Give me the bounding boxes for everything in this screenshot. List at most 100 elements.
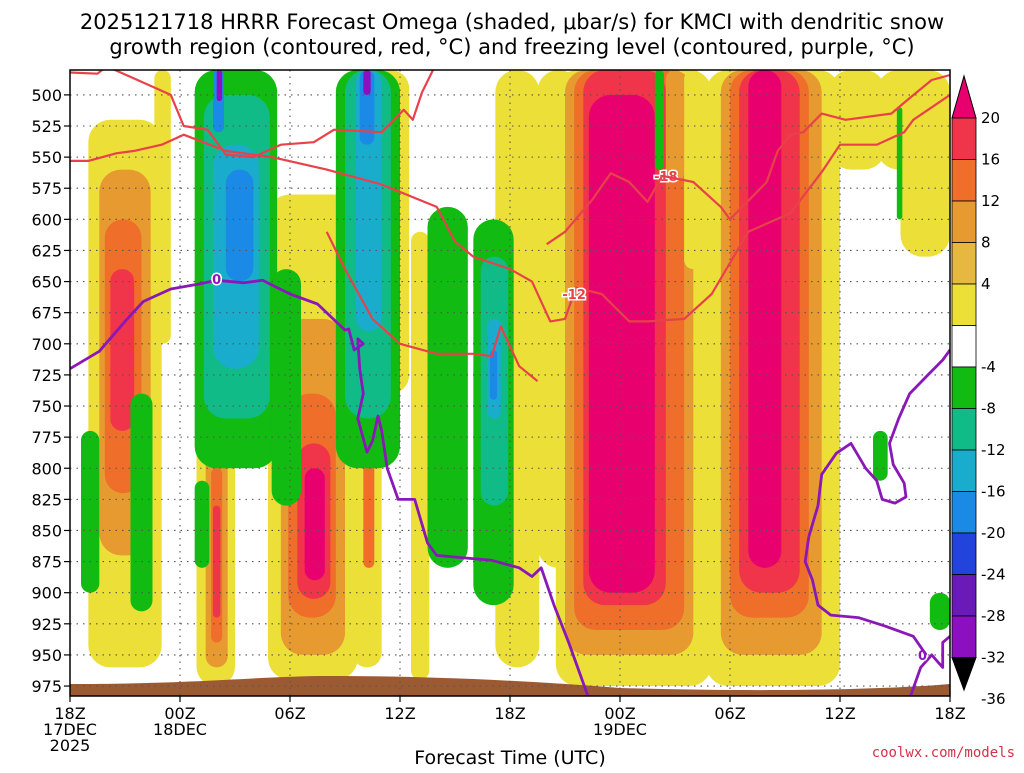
chart-title-line2: growth region (contoured, red, °C) and f… <box>109 35 914 59</box>
y-tick-label-500: 500 <box>31 86 62 105</box>
colorbar-swatch-0 <box>951 117 977 160</box>
omega-cell-49 <box>363 70 371 95</box>
colorbar-swatch-12 <box>951 615 977 658</box>
colorbar-label-13: -36 <box>981 690 1006 708</box>
contour-dgz-bottom-2 <box>325 231 539 382</box>
colorbar-swatch-2 <box>951 200 977 243</box>
y-tick-label-675: 675 <box>31 304 62 323</box>
y-axis: 500 525 550 575 600 625 650 675 700 725 750 775 800 8… <box>31 86 70 696</box>
y-tick-label-825: 825 <box>31 490 62 509</box>
contour-dgz-top-2 <box>546 73 950 246</box>
colorbar-label-10: -24 <box>981 566 1006 584</box>
y-tick-label-600: 600 <box>31 210 62 229</box>
colorbar-swatch-6 <box>951 366 977 409</box>
omega-cell-24 <box>588 94 655 593</box>
omega-cell-13 <box>304 468 325 581</box>
grid-lines <box>70 70 950 696</box>
y-tick-label-700: 700 <box>31 335 62 354</box>
colorbar-label-8: -16 <box>981 483 1006 501</box>
colorbar: 20 16 12 8 4 -4 -8 -12 -16 -20 -24 -28 -32 -36 <box>951 74 1006 708</box>
omega-cell-56 <box>896 107 903 220</box>
omega-cell-31 <box>748 70 782 568</box>
omega-cell-26 <box>684 70 703 270</box>
y-tick-label-725: 725 <box>31 366 62 385</box>
x-tick-label-48-0: 18Z <box>934 704 965 723</box>
omega-cell-35 <box>81 430 100 593</box>
colorbar-swatch-10 <box>951 532 977 575</box>
omega-cell-37 <box>194 480 210 568</box>
colorbar-label-7: -12 <box>981 441 1006 459</box>
y-tick-label-900: 900 <box>31 584 62 603</box>
omega-cell-8 <box>213 505 221 618</box>
contour-freezing-level <box>70 278 590 696</box>
y-tick-label-950: 950 <box>31 646 62 665</box>
omega-cell-17 <box>411 231 430 680</box>
colorbar-swatch-9 <box>951 491 977 534</box>
colorbar-label-9: -20 <box>981 524 1006 542</box>
colorbar-swatch-1 <box>951 159 977 202</box>
contour-dgz-top <box>70 70 434 159</box>
x-tick-label-6-0: 00Z <box>164 704 195 723</box>
y-tick-label-850: 850 <box>31 521 62 540</box>
omega-cell-58 <box>929 592 950 631</box>
x-tick-label-0-2: 2025 <box>50 736 91 755</box>
y-tick-label-650: 650 <box>31 273 62 292</box>
contour-freezing-level-4 <box>803 536 928 656</box>
omega-cell-34 <box>900 70 950 257</box>
omega-cell-44 <box>271 269 301 506</box>
omega-cell-50 <box>427 206 468 568</box>
x-tick-label-24-0: 18Z <box>494 704 525 723</box>
omega-shading <box>81 70 950 687</box>
colorbar-label-5: -4 <box>981 358 996 376</box>
x-tick-label-30-1: 19DEC <box>593 720 647 739</box>
colorbar-swatch-11 <box>951 574 977 617</box>
x-tick-label-42-0: 12Z <box>824 704 855 723</box>
colorbar-label-6: -8 <box>981 400 996 418</box>
contour-dgz-bottom <box>70 93 950 323</box>
colorbar-label-1: 16 <box>981 151 1000 169</box>
y-tick-label-550: 550 <box>31 148 62 167</box>
omega-cell-15 <box>363 455 375 568</box>
y-tick-label-775: 775 <box>31 428 62 447</box>
omega-cell-4 <box>154 70 171 344</box>
x-tick-label-0-0: 18Z <box>54 704 85 723</box>
omega-cell-3 <box>110 269 135 431</box>
colorbar-label-0: 20 <box>981 109 1000 127</box>
omega-cell-36 <box>130 393 153 612</box>
omega-cell-55 <box>654 70 664 170</box>
x-tick-label-30-0: 00Z <box>604 704 635 723</box>
y-tick-label-975: 975 <box>31 677 62 696</box>
omega-cell-43 <box>216 70 223 102</box>
contour-label-dgz-bottom: -12 <box>562 288 586 303</box>
omega-cell-41 <box>225 169 254 282</box>
colorbar-bottom-arrow <box>951 657 977 692</box>
contour-freezing-level-3 <box>807 349 950 538</box>
colorbar-swatch-5 <box>951 325 977 368</box>
omega-cell-57 <box>873 430 888 481</box>
colorbar-label-3: 8 <box>981 234 991 252</box>
colorbar-label-2: 12 <box>981 192 1000 210</box>
credit-text: coolwx.com/models <box>872 745 1015 761</box>
contour-label-freezing-level: 0 <box>212 273 221 288</box>
colorbar-swatch-4 <box>951 283 977 326</box>
chart-title-line1: 2025121718 HRRR Forecast Omega (shaded, … <box>80 10 944 34</box>
y-tick-label-875: 875 <box>31 553 62 572</box>
colorbar-swatch-8 <box>951 449 977 492</box>
y-tick-label-925: 925 <box>31 615 62 634</box>
y-tick-label-800: 800 <box>31 459 62 478</box>
y-tick-label-750: 750 <box>31 397 62 416</box>
colorbar-label-4: 4 <box>981 275 991 293</box>
y-tick-label-525: 525 <box>31 117 62 136</box>
y-tick-label-625: 625 <box>31 241 62 260</box>
x-axis-label: Forecast Time (UTC) <box>414 747 605 768</box>
colorbar-label-11: -28 <box>981 607 1006 625</box>
x-tick-label-18-0: 12Z <box>384 704 415 723</box>
x-tick-label-36-0: 06Z <box>714 704 745 723</box>
colorbar-label-12: -32 <box>981 649 1006 667</box>
colorbar-swatch-3 <box>951 242 977 285</box>
x-tick-label-6-1: 18DEC <box>153 720 207 739</box>
x-tick-label-0-1: 17DEC <box>43 720 97 739</box>
